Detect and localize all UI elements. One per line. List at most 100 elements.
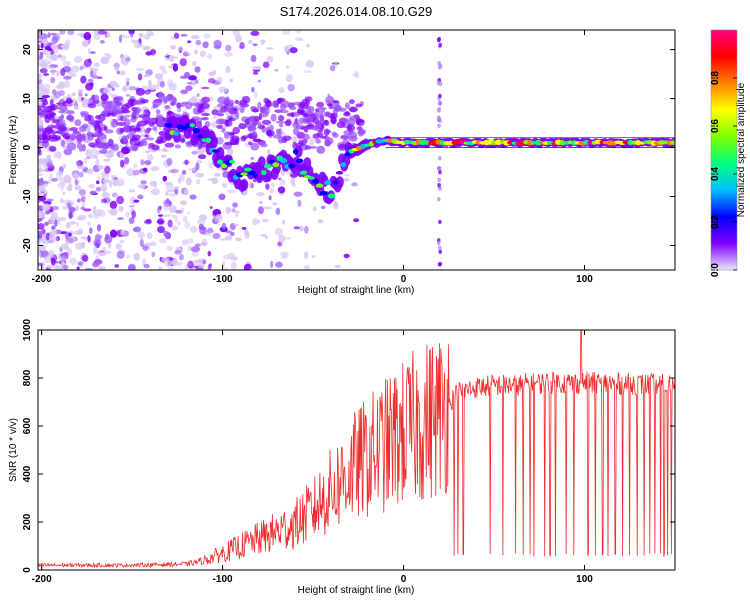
spectrogram-noise-blob (103, 53, 111, 56)
y-tick-label: 1000 (22, 318, 33, 341)
spectrogram-band-blob (241, 135, 249, 140)
spectrogram-band-blob (261, 119, 272, 125)
spectrogram-noise-blob (184, 71, 190, 79)
spectrogram-noise-blob (253, 90, 258, 99)
spectrogram-band-blob (164, 104, 171, 110)
spectrogram-noise-blob (343, 253, 350, 259)
spectrogram-noise-blob (230, 261, 237, 270)
spectrogram-noise-blob (344, 174, 350, 177)
spectrogram-noise-blob (194, 243, 201, 248)
spectrogram-noise-blob (152, 180, 157, 188)
spectrogram-noise-blob (74, 185, 82, 191)
spectrogram-band-blob (139, 99, 149, 104)
spectrogram-noise-blob (316, 145, 326, 154)
spectrogram-noise-blob (62, 163, 67, 169)
spectrogram-noise-blob (128, 30, 135, 35)
spectrogram-noise-blob (171, 225, 179, 231)
spectrogram-band-blob (49, 99, 54, 106)
spectrogram-noise-blob (221, 260, 226, 267)
spectrogram-noise-blob (85, 82, 94, 91)
spectrogram-ridge-core (256, 174, 264, 180)
spectrogram-band-blob (252, 108, 260, 113)
x-tick-label: 100 (576, 274, 593, 285)
spectrogram-noise-blob (60, 198, 64, 204)
spectrogram-dot (437, 101, 442, 106)
spectrogram-noise-blob (303, 265, 310, 270)
spectrogram-noise-blob (140, 159, 145, 166)
spectrogram-noise-blob (87, 221, 92, 227)
spectrogram-noise-blob (257, 79, 261, 83)
spectrogram-noise-blob (250, 157, 255, 161)
spectrogram-band-blob (155, 114, 163, 119)
spectrogram-band-blob (191, 116, 200, 120)
spectrogram-band-blob (76, 142, 83, 150)
spectrogram-noise-blob (106, 32, 111, 38)
spectrogram-noise-blob (162, 200, 166, 205)
spectrogram-band-blob (275, 120, 286, 124)
spectrogram-noise-blob (109, 229, 118, 238)
spectrogram-band-blob (144, 134, 149, 138)
spectrogram-noise-blob (87, 214, 94, 219)
spectrogram-band-blob (66, 142, 77, 151)
spectrogram-ylabel: Frequency (Hz) (8, 116, 19, 185)
spectrogram-band-blob (344, 110, 350, 116)
spectrogram-noise-blob (202, 41, 209, 49)
spectrogram-band-blob (229, 117, 236, 122)
x-tick-label: -200 (32, 274, 52, 285)
spectrogram-noise-blob (100, 93, 109, 102)
spectrogram-band-blob (164, 142, 175, 148)
spectrogram-noise-blob (135, 87, 145, 96)
spectrogram-band-blob (38, 127, 42, 135)
spectrogram-noise-blob (87, 78, 94, 83)
spectrogram-band-blob (234, 99, 240, 104)
spectrogram-band-blob (101, 144, 109, 151)
spectrogram-band-blob (58, 125, 67, 131)
spectrogram-noise-blob (187, 237, 194, 245)
spectrogram-noise-blob (75, 242, 83, 250)
spectrogram-noise-blob (180, 89, 189, 95)
spectrogram-noise-blob (266, 55, 274, 63)
spectrogram-noise-blob (78, 148, 83, 152)
spectrogram-noise-blob (213, 39, 222, 48)
spectrogram-noise-blob (209, 96, 214, 102)
spectrogram-noise-blob (81, 143, 86, 152)
spectrogram-noise-blob (334, 62, 338, 69)
spectrogram-band-blob (266, 129, 272, 136)
spectrogram-noise-blob (253, 66, 262, 71)
spectrogram-noise-blob (174, 186, 180, 190)
spectrogram-noise-blob (95, 158, 100, 167)
spectrogram-noise-blob (211, 177, 219, 185)
spectrogram-noise-blob (203, 33, 211, 39)
colorbar-label: Normalized spectral amplitude (736, 82, 747, 217)
spectrogram-noise-blob (277, 177, 282, 181)
spectrogram-noise-blob (159, 81, 165, 88)
spectrogram-band-blob (250, 142, 260, 151)
spectrogram-band-blob (48, 134, 58, 140)
spectrogram-noise-blob (181, 239, 189, 246)
spectrogram-noise-blob (191, 150, 198, 155)
snr-marks (38, 330, 675, 569)
spectrogram-noise-blob (234, 34, 242, 43)
spectrogram-noise-blob (125, 211, 130, 218)
spectrogram-noise-blob (38, 43, 41, 51)
spectrogram-noise-blob (59, 80, 64, 85)
spectrogram-noise-blob (47, 32, 51, 38)
spectrogram-noise-blob (76, 32, 85, 36)
spectrogram-dot (436, 38, 441, 43)
spectrogram-noise-blob (77, 214, 87, 220)
spectrogram-noise-blob (75, 160, 84, 166)
spectrogram-band-blob (269, 103, 278, 107)
y-tick-label: -10 (22, 189, 33, 204)
spectrogram-noise-blob (193, 49, 199, 55)
spectrogram-band-blob (235, 137, 240, 146)
spectrogram-noise-blob (170, 36, 175, 40)
spectrogram-noise-blob (62, 264, 69, 270)
spectrogram-ridge-core (299, 170, 308, 175)
spectrogram-band-blob (92, 94, 100, 103)
spectrogram-noise-blob (208, 71, 215, 77)
spectrogram-noise-blob (213, 115, 217, 119)
spectrogram-noise-blob (73, 105, 80, 110)
spectrogram-noise-blob (151, 251, 156, 258)
spectrogram-band-blob (146, 128, 151, 134)
